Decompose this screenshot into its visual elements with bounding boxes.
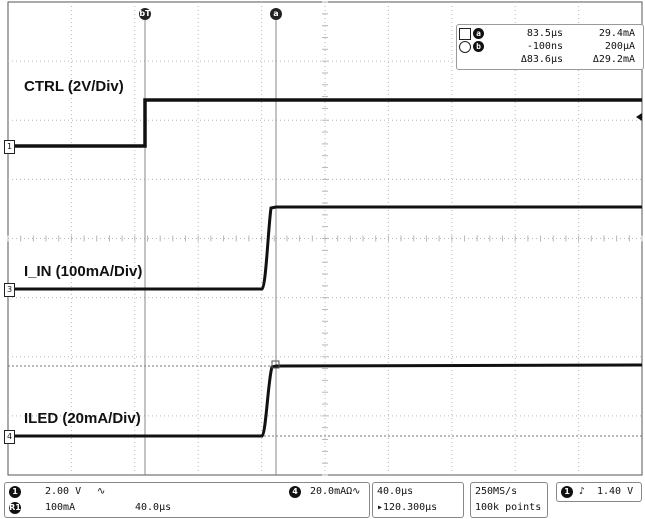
acquisition-panel[interactable]: 250MS/s 100k points: [470, 482, 548, 518]
iled-trace-label: ILED (20mA/Div): [24, 410, 141, 427]
ch4-ground-marker[interactable]: 4: [4, 430, 15, 444]
cursor-delta-time: Δ83.6µs: [520, 54, 563, 65]
ch1-coupling-icon: ∿: [97, 486, 106, 497]
ch1-ground-marker[interactable]: 1: [4, 140, 15, 154]
ch4-badge: 4: [289, 486, 301, 498]
ref-scale: 100mA: [45, 502, 76, 513]
waveform-display: [7, 1, 643, 476]
trigger-level-marker: [636, 113, 642, 121]
graticule-grid: [7, 1, 643, 476]
cursor-delta-value: Δ29.2mA: [592, 54, 635, 65]
cursor-a-marker[interactable]: a: [270, 8, 282, 20]
timebase-panel[interactable]: 40.0µs ▸120.300µs: [372, 482, 464, 518]
iin-trace-label: I_IN (100mA/Div): [24, 263, 143, 280]
circle-marker-icon: [459, 41, 471, 53]
timebase-value: 40.0µs: [377, 486, 414, 497]
ch3-ground-marker[interactable]: 3: [4, 283, 15, 297]
ref-time-scale: 40.0µs: [135, 502, 172, 513]
cursor-b-value: 200µA: [604, 41, 635, 52]
cursor-b-marker[interactable]: bT: [139, 8, 151, 20]
cursor-a-intersection-marker: [271, 360, 280, 369]
cursor-a-value: 29.4mA: [598, 28, 635, 39]
cursor-readout-panel: a 83.5µs 29.4mA b -100ns 200µA Δ83.6µs Δ…: [456, 24, 644, 70]
trigger-slope-icon: ♪: [579, 486, 586, 497]
cursor-b-badge: b: [473, 41, 484, 52]
ch1-badge: 1: [9, 486, 21, 498]
cursor-a-time: 83.5µs: [526, 28, 563, 39]
trigger-panel[interactable]: 1 ♪ 1.40 V: [556, 482, 642, 502]
trigger-source-badge: 1: [561, 486, 573, 498]
status-bar: 1 2.00 V ∿ 4 20.0mAΩ∿ R1 100mA 40.0µs 40…: [0, 479, 645, 519]
ch4-scale: 20.0mAΩ∿: [310, 486, 361, 497]
square-marker-icon: [459, 28, 471, 40]
ctrl-trace: [8, 98, 642, 148]
ref-badge: R1: [9, 502, 21, 514]
cursor-a-badge: a: [473, 28, 484, 39]
vertical-scale-panel[interactable]: 1 2.00 V ∿ 4 20.0mAΩ∿ R1 100mA 40.0µs: [4, 482, 370, 518]
ctrl-trace-label: CTRL (2V/Div): [24, 78, 124, 95]
iin-trace: [8, 205, 642, 291]
sample-rate: 250MS/s: [475, 486, 518, 497]
trigger-level: 1.40 V: [597, 486, 634, 497]
ch1-scale: 2.00 V: [45, 486, 82, 497]
record-length: 100k points: [475, 502, 542, 513]
trigger-delay: ▸120.300µs: [377, 502, 438, 513]
cursor-b-time: -100ns: [526, 41, 563, 52]
